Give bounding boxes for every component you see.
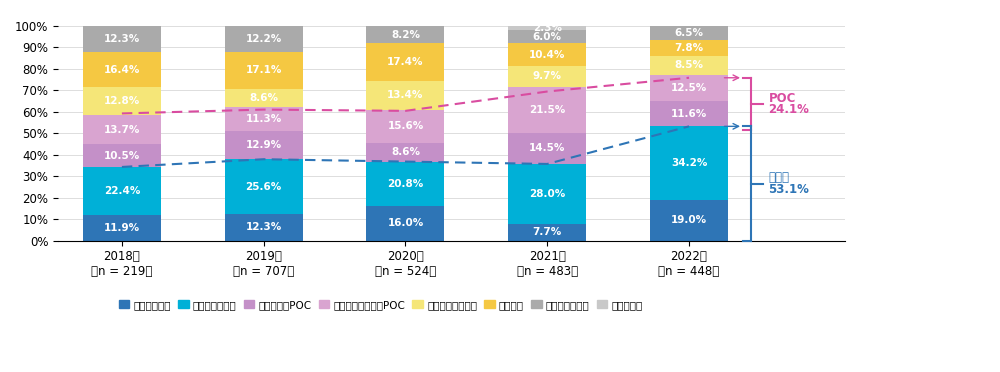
Text: 12.9%: 12.9% [246,140,282,150]
Text: 8.2%: 8.2% [391,29,420,39]
Bar [650,56,728,74]
Bar [225,89,303,107]
Text: 34.2%: 34.2% [671,158,707,168]
Text: 21.5%: 21.5% [529,105,565,115]
Text: 7.8%: 7.8% [674,43,704,53]
Bar [83,167,161,215]
Text: 16.0%: 16.0% [387,218,424,228]
Text: 8.6%: 8.6% [391,147,420,157]
Text: 7.7%: 7.7% [533,227,562,237]
Text: 11.6%: 11.6% [671,109,707,119]
Text: 53.1%: 53.1% [768,183,809,196]
Text: 13.7%: 13.7% [104,125,140,135]
Bar [83,115,161,144]
Bar [650,102,728,126]
Text: 8.5%: 8.5% [675,60,704,70]
Bar [225,159,303,214]
Text: 12.2%: 12.2% [246,34,282,44]
Bar [83,215,161,241]
Bar [225,52,303,89]
Bar [508,44,586,66]
Text: 19.0%: 19.0% [671,215,707,225]
Text: 14.5%: 14.5% [529,143,565,153]
Text: 6.5%: 6.5% [675,28,704,38]
Bar [83,87,161,115]
Bar [508,164,586,224]
Text: 6.0%: 6.0% [533,32,562,42]
Bar [508,26,586,31]
Text: 13.4%: 13.4% [387,90,424,100]
Bar [508,31,586,44]
Bar [366,81,444,110]
Bar [225,107,303,131]
Text: 25.6%: 25.6% [246,182,282,192]
Bar [650,39,728,56]
Text: 実利用: 実利用 [768,170,789,183]
Text: 10.5%: 10.5% [104,151,140,161]
Bar [83,52,161,87]
Text: 8.6%: 8.6% [249,93,278,103]
Text: 20.8%: 20.8% [387,179,424,189]
Text: 11.3%: 11.3% [246,114,282,124]
Text: 28.0%: 28.0% [529,189,565,199]
Bar [366,26,444,44]
Bar [650,126,728,200]
Legend: 全社的に利用, 事業部門で利用, 社内で広くPOC, 限定された部門でPOC, 導入に向けて調査, 情報収集, 利用していない, 分からない: 全社的に利用, 事業部門で利用, 社内で広くPOC, 限定された部門でPOC, … [115,295,647,314]
Text: 17.1%: 17.1% [245,65,282,76]
Bar [225,26,303,52]
Bar [83,26,161,52]
Bar [366,44,444,81]
Text: 15.6%: 15.6% [387,121,424,131]
Text: 12.8%: 12.8% [104,96,140,106]
Text: 12.3%: 12.3% [104,34,140,44]
Bar [508,66,586,87]
Text: 10.4%: 10.4% [529,49,565,60]
Text: 2.3%: 2.3% [533,23,562,33]
Bar [650,26,728,39]
Bar [508,87,586,133]
Text: 16.4%: 16.4% [104,65,140,75]
Bar [366,143,444,161]
Bar [366,110,444,143]
Text: 9.7%: 9.7% [533,71,562,81]
Bar [366,161,444,206]
Bar [508,224,586,241]
Bar [508,133,586,164]
Text: POC: POC [768,92,796,105]
Text: 17.4%: 17.4% [387,57,424,67]
Bar [650,200,728,241]
Bar [366,206,444,241]
Text: 22.4%: 22.4% [104,186,140,196]
Text: 12.5%: 12.5% [671,83,707,93]
Text: 11.9%: 11.9% [104,223,140,233]
Text: 12.3%: 12.3% [246,222,282,232]
Bar [83,144,161,167]
Bar [225,214,303,241]
Text: 24.1%: 24.1% [768,103,809,116]
Bar [225,131,303,159]
Bar [650,74,728,102]
